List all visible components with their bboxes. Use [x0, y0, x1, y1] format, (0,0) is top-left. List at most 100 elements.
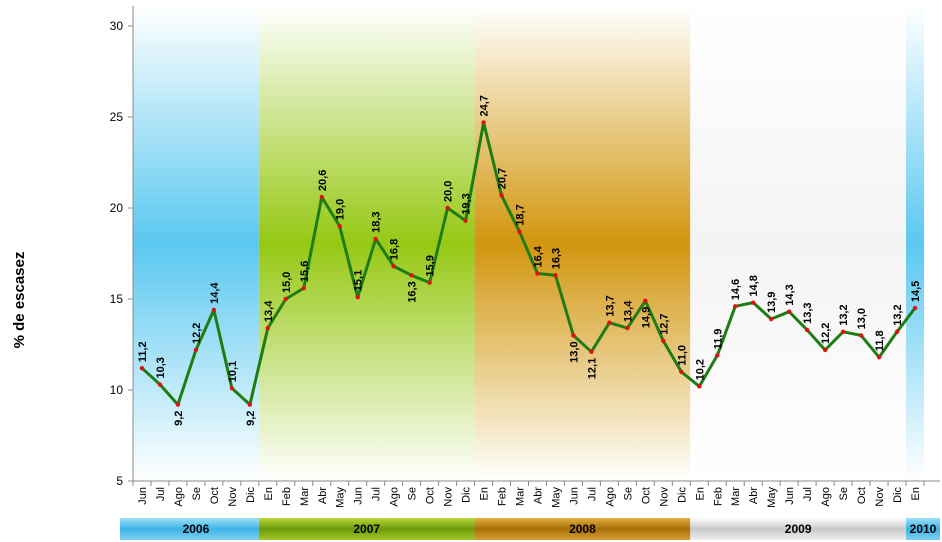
- data-label: 24,7: [479, 95, 491, 116]
- x-tick-label: Feb: [281, 487, 293, 506]
- series-line: [139, 120, 918, 407]
- data-label: 20,0: [443, 181, 455, 202]
- x-tick-label: Nov: [227, 487, 239, 507]
- x-tick-label: Ago: [820, 487, 832, 507]
- data-label: 13,7: [604, 295, 616, 316]
- data-point: [912, 305, 918, 311]
- data-label: 14,8: [748, 275, 760, 296]
- data-point: [589, 349, 594, 354]
- data-point: [697, 384, 702, 389]
- x-tick-label: Oct: [425, 487, 437, 504]
- data-label: 13,3: [802, 302, 814, 323]
- x-tick-label: En: [694, 487, 706, 500]
- data-point: [283, 296, 289, 302]
- data-point: [175, 402, 181, 407]
- series-polyline: [140, 121, 917, 407]
- data-point: [247, 402, 253, 407]
- data-point: [319, 194, 324, 200]
- data-label: 11,2: [137, 341, 149, 362]
- x-tick-label: Se: [407, 487, 419, 500]
- data-point: [265, 325, 271, 331]
- data-point: [661, 338, 666, 344]
- data-point: [139, 365, 145, 371]
- year-label: 2010: [910, 522, 937, 536]
- data-label: 12,2: [820, 323, 832, 344]
- y-axis-title: % de escasez: [11, 252, 28, 349]
- data-label: 9,2: [173, 411, 185, 426]
- data-label: 15,9: [425, 255, 437, 276]
- data-label: 16,3: [551, 248, 563, 269]
- x-tick-label: Jun: [137, 487, 149, 505]
- data-label: 13,4: [622, 300, 634, 322]
- data-point: [409, 273, 414, 278]
- data-label: 11,9: [712, 329, 724, 350]
- data-label: 20,6: [317, 170, 329, 191]
- data-label: 13,2: [892, 304, 904, 325]
- data-point: [445, 205, 450, 211]
- x-tick-label: Jun: [568, 487, 580, 505]
- x-tick-label: Abr: [533, 487, 545, 504]
- data-point: [337, 224, 342, 229]
- data-label: 19,0: [335, 199, 347, 220]
- x-tick-labels: Jun Jul Ago Se Oct Nov Dic En Feb Mar Abr May Jun Jul…: [137, 487, 922, 508]
- x-tick-label: Dic: [461, 487, 473, 503]
- data-label: 14,9: [640, 307, 652, 328]
- x-tick-label: En: [263, 487, 275, 500]
- data-point: [733, 304, 738, 309]
- x-tick-label: Oct: [856, 487, 868, 504]
- data-label: 18,7: [515, 204, 527, 225]
- data-label: 9,2: [245, 411, 257, 426]
- data-point: [373, 236, 378, 242]
- data-label: 13,2: [838, 304, 850, 325]
- y-tick-label: 5: [116, 474, 123, 488]
- year-segment-2009: [690, 518, 907, 540]
- year-label: 2007: [353, 522, 380, 536]
- x-tick-label: Nov: [874, 487, 886, 507]
- data-point: [894, 329, 900, 334]
- data-point: [768, 316, 774, 322]
- data-point: [840, 329, 846, 334]
- data-label: 13,0: [856, 308, 868, 329]
- data-labels: 11,2 10,3 9,2 12,2 14,4 10,1 9,2 13,4 15,0 15,6 20…: [137, 95, 922, 426]
- x-tick-label: Se: [622, 487, 634, 500]
- data-point: [229, 385, 235, 391]
- data-point: [499, 193, 504, 198]
- data-label: 15,0: [281, 272, 293, 293]
- data-label: 13,4: [263, 300, 275, 322]
- data-point: [193, 347, 199, 353]
- x-tick-label: Jul: [802, 487, 814, 501]
- data-point: [679, 369, 684, 374]
- band-2009: [690, 6, 907, 481]
- x-tick-label: Dic: [245, 487, 257, 503]
- x-tick-label: Nov: [658, 487, 670, 507]
- x-tick-label: May: [766, 487, 778, 508]
- y-tick-label: 10: [110, 383, 124, 397]
- data-label: 14,6: [730, 279, 742, 300]
- data-point: [553, 273, 558, 278]
- x-tick-label: Jun: [784, 487, 796, 505]
- data-point: [876, 355, 882, 360]
- x-tick-label: Dic: [676, 487, 688, 503]
- data-point: [427, 280, 432, 285]
- data-point: [481, 120, 486, 125]
- y-tick-label: 20: [110, 201, 124, 215]
- data-label: 19,3: [461, 193, 473, 214]
- data-point: [715, 353, 720, 358]
- y-tick-label: 30: [110, 19, 124, 33]
- data-label: 15,1: [353, 270, 365, 291]
- data-point: [391, 264, 396, 269]
- x-tick-label: En: [479, 487, 491, 500]
- x-tick-label: Jul: [586, 487, 598, 501]
- x-tick-label: Nov: [443, 487, 455, 507]
- x-tick-label: Ago: [389, 487, 401, 507]
- band-2007: [258, 6, 475, 481]
- x-tick-label: Dic: [892, 487, 904, 503]
- data-point: [535, 271, 540, 276]
- data-point: [786, 309, 792, 314]
- x-tick-label: Oct: [209, 487, 221, 504]
- data-point: [751, 300, 756, 305]
- data-label: 20,7: [497, 168, 509, 189]
- x-tick-label: En: [910, 487, 922, 500]
- band-2008: [474, 6, 691, 481]
